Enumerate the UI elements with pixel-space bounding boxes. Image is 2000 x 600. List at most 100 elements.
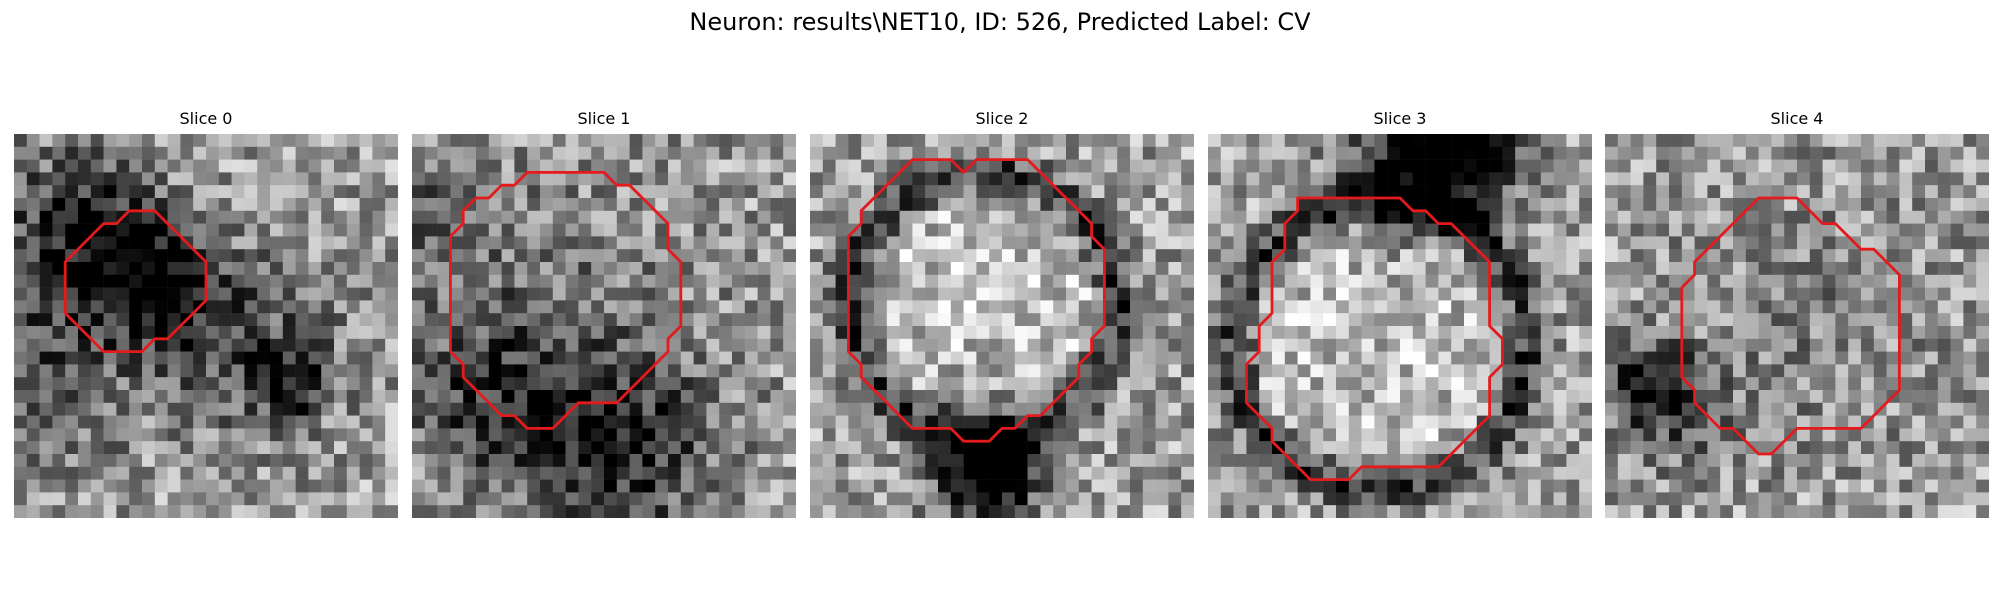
image-pixel — [334, 287, 348, 301]
image-pixel — [719, 198, 733, 212]
image-pixel — [1822, 134, 1836, 148]
image-pixel — [1387, 505, 1401, 518]
image-pixel — [78, 351, 92, 365]
image-pixel — [1438, 326, 1452, 340]
image-pixel — [142, 236, 156, 250]
image-pixel — [463, 274, 477, 288]
image-pixel — [488, 146, 502, 160]
image-pixel — [167, 402, 181, 416]
image-pixel — [463, 210, 477, 224]
image-pixel — [1566, 326, 1580, 340]
image-pixel — [1784, 454, 1798, 468]
image-pixel — [1784, 364, 1798, 378]
image-pixel — [1528, 466, 1542, 480]
image-pixel — [1233, 377, 1247, 391]
image-pixel — [1822, 338, 1836, 352]
image-pixel — [1873, 198, 1887, 212]
image-pixel — [732, 466, 746, 480]
image-pixel — [167, 415, 181, 429]
image-pixel — [861, 351, 875, 365]
image-pixel — [1899, 198, 1913, 212]
image-pixel — [1464, 172, 1478, 186]
image-pixel — [103, 479, 117, 493]
image-pixel — [450, 441, 464, 455]
image-pixel — [1464, 326, 1478, 340]
image-pixel — [1284, 146, 1298, 160]
image-pixel — [1091, 159, 1105, 173]
image-pixel — [1643, 249, 1657, 263]
image-pixel — [206, 287, 220, 301]
image-pixel — [1643, 466, 1657, 480]
image-pixel — [1297, 313, 1311, 327]
image-pixel — [1835, 146, 1849, 160]
image-pixel — [1181, 249, 1194, 263]
image-pixel — [193, 351, 207, 365]
image-pixel — [1078, 236, 1092, 250]
image-pixel — [1758, 402, 1772, 416]
image-pixel — [1066, 185, 1080, 199]
image-pixel — [1797, 210, 1811, 224]
image-pixel — [1336, 492, 1350, 506]
image-pixel — [1605, 505, 1619, 518]
image-pixel — [1348, 338, 1362, 352]
image-pixel — [1745, 159, 1759, 173]
image-pixel — [848, 185, 862, 199]
image-pixel — [1259, 274, 1273, 288]
image-pixel — [1758, 454, 1772, 468]
image-pixel — [783, 402, 796, 416]
image-pixel — [1899, 466, 1913, 480]
image-pixel — [1155, 390, 1169, 404]
image-pixel — [463, 313, 477, 327]
image-pixel — [206, 351, 220, 365]
image-pixel — [1515, 249, 1529, 263]
image-pixel — [52, 441, 66, 455]
image-pixel — [26, 492, 40, 506]
image-pixel — [1425, 159, 1439, 173]
image-pixel — [1233, 390, 1247, 404]
image-pixel — [757, 172, 771, 186]
image-pixel — [1515, 262, 1529, 276]
image-pixel — [295, 185, 309, 199]
image-pixel — [1733, 415, 1747, 429]
image-pixel — [1181, 223, 1194, 237]
image-pixel — [552, 351, 566, 365]
image-pixel — [1284, 134, 1298, 148]
image-pixel — [244, 287, 258, 301]
image-pixel — [950, 338, 964, 352]
image-pixel — [90, 492, 104, 506]
image-pixel — [1822, 172, 1836, 186]
image-pixel — [1669, 338, 1683, 352]
image-pixel — [1155, 466, 1169, 480]
image-pixel — [655, 198, 669, 212]
image-pixel — [912, 454, 926, 468]
image-pixel — [1489, 415, 1503, 429]
image-pixel — [1502, 313, 1516, 327]
image-pixel — [693, 492, 707, 506]
image-pixel — [1220, 377, 1234, 391]
image-pixel — [783, 326, 796, 340]
image-pixel — [1272, 454, 1286, 468]
image-pixel — [1861, 198, 1875, 212]
image-pixel — [963, 377, 977, 391]
image-pixel — [282, 377, 296, 391]
image-pixel — [321, 377, 335, 391]
image-pixel — [732, 402, 746, 416]
image-pixel — [1797, 505, 1811, 518]
image-pixel — [476, 402, 490, 416]
image-pixel — [1014, 466, 1028, 480]
image-pixel — [1130, 441, 1144, 455]
image-pixel — [912, 134, 926, 148]
image-pixel — [359, 415, 373, 429]
image-pixel — [334, 505, 348, 518]
image-pixel — [1246, 441, 1260, 455]
image-pixel — [52, 198, 66, 212]
image-pixel — [412, 313, 426, 327]
image-pixel — [1707, 287, 1721, 301]
image-pixel — [629, 300, 643, 314]
image-pixel — [1425, 185, 1439, 199]
image-pixel — [1617, 415, 1631, 429]
image-pixel — [1822, 428, 1836, 442]
image-pixel — [925, 402, 939, 416]
image-pixel — [1861, 338, 1875, 352]
image-pixel — [770, 210, 784, 224]
